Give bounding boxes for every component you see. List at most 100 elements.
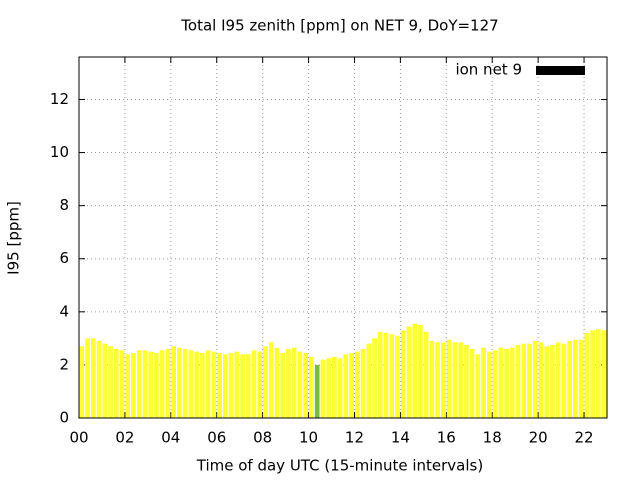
bar xyxy=(154,352,159,418)
bar xyxy=(441,342,446,418)
y-axis-label: I95 [ppm] xyxy=(5,201,23,275)
bar xyxy=(228,352,234,418)
bar xyxy=(561,343,567,418)
y-tick-label: 10 xyxy=(50,143,69,161)
bar xyxy=(142,350,148,418)
bar xyxy=(395,335,400,418)
bar xyxy=(601,330,607,418)
bar xyxy=(79,346,85,418)
bar xyxy=(544,346,550,418)
y-tick-label: 2 xyxy=(59,355,69,373)
bar xyxy=(521,343,527,418)
bar xyxy=(578,339,584,418)
bar xyxy=(245,354,251,418)
bar xyxy=(211,351,217,418)
bar xyxy=(349,352,354,418)
bar xyxy=(309,356,314,418)
bar xyxy=(550,345,555,418)
bar xyxy=(458,342,463,418)
bar xyxy=(532,341,538,418)
bar xyxy=(148,351,154,418)
bar xyxy=(291,347,297,418)
bar xyxy=(515,345,521,418)
x-tick-label: 16 xyxy=(437,429,456,447)
bar xyxy=(177,347,182,418)
bar xyxy=(85,338,90,418)
bar xyxy=(429,341,435,418)
bar xyxy=(113,348,119,418)
x-tick-label: 04 xyxy=(161,429,180,447)
y-tick-label: 4 xyxy=(59,302,69,320)
bar xyxy=(90,338,96,418)
bar xyxy=(234,351,240,418)
bar xyxy=(435,342,441,418)
bar xyxy=(343,354,349,418)
bar xyxy=(360,348,366,418)
bar xyxy=(366,343,372,418)
bar xyxy=(131,352,136,418)
bar xyxy=(125,354,131,418)
bar xyxy=(400,330,406,418)
bar xyxy=(222,354,228,418)
bar xyxy=(200,352,205,418)
bar xyxy=(509,347,515,418)
y-tick-label: 12 xyxy=(50,90,69,108)
bar xyxy=(538,342,544,418)
bar xyxy=(314,364,320,418)
bar xyxy=(165,348,171,418)
bar xyxy=(286,348,291,418)
bar xyxy=(182,348,188,418)
bar xyxy=(590,330,595,418)
bar xyxy=(263,346,268,418)
bar xyxy=(217,352,222,418)
bar xyxy=(171,346,177,418)
bar xyxy=(274,347,280,418)
bar xyxy=(205,350,211,418)
bar xyxy=(119,350,125,418)
bar xyxy=(108,346,113,418)
bar xyxy=(354,351,360,418)
bar xyxy=(498,347,504,418)
plot-frame xyxy=(78,56,608,419)
bar xyxy=(136,350,142,418)
bar xyxy=(188,350,194,418)
bar xyxy=(423,331,429,418)
bar xyxy=(389,334,395,418)
bar xyxy=(475,354,481,418)
x-tick-label: 06 xyxy=(207,429,226,447)
bar xyxy=(240,354,245,418)
bar xyxy=(320,359,326,418)
x-tick-label: 14 xyxy=(391,429,410,447)
bar xyxy=(159,350,165,418)
bar xyxy=(567,341,573,418)
y-tick-label: 8 xyxy=(59,196,69,214)
bar xyxy=(596,329,601,418)
bar xyxy=(527,343,532,418)
bar xyxy=(194,351,199,418)
bar xyxy=(469,348,475,418)
bar xyxy=(555,342,561,418)
legend-swatch xyxy=(536,66,585,75)
x-tick-label: 18 xyxy=(483,429,502,447)
y-tick-label: 0 xyxy=(59,409,69,427)
bar xyxy=(257,351,263,418)
bar xyxy=(446,339,452,418)
legend-label: ion net 9 xyxy=(455,61,522,79)
bar xyxy=(297,351,303,418)
bar xyxy=(464,345,469,418)
y-tick-label: 6 xyxy=(59,249,69,267)
x-tick-label: 10 xyxy=(299,429,318,447)
bar xyxy=(418,325,423,418)
bar xyxy=(337,358,343,418)
bar xyxy=(504,348,509,418)
x-tick-label: 12 xyxy=(345,429,364,447)
bar xyxy=(406,326,412,418)
bar xyxy=(102,343,108,418)
bar xyxy=(332,356,337,418)
bar xyxy=(492,350,498,418)
bar xyxy=(326,358,331,418)
x-axis-label: Time of day UTC (15-minute intervals) xyxy=(196,457,483,475)
bar xyxy=(412,323,418,418)
chart-title: Total I95 zenith [ppm] on NET 9, DoY=127 xyxy=(180,17,498,35)
